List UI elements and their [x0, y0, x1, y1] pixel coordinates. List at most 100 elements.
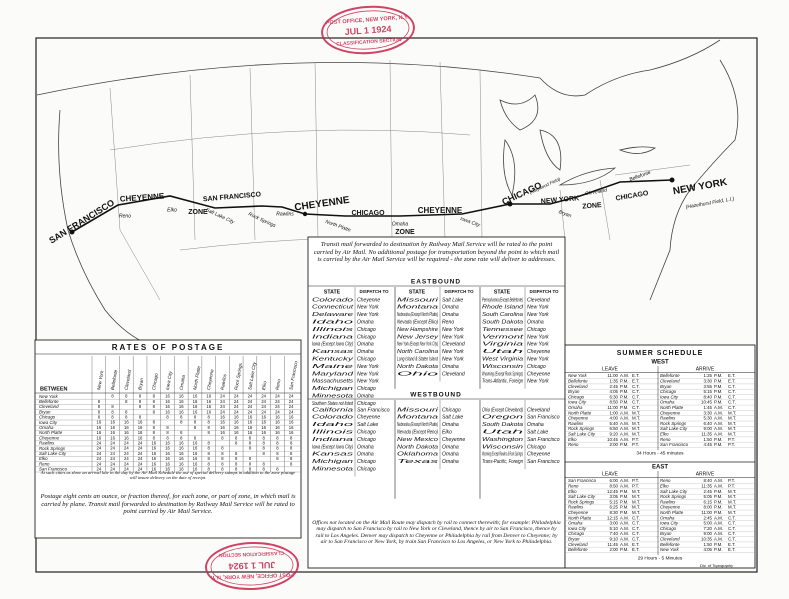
- rate-cell: 24: [97, 446, 102, 451]
- rate-cell: 16: [261, 420, 266, 425]
- rate-cell: 8: [262, 451, 265, 456]
- schedule-cell: Reno: [568, 483, 579, 488]
- state: Nevada (Except Reno): [397, 430, 438, 436]
- rate-cell: 16: [124, 430, 129, 435]
- rate-cell: 24: [220, 394, 225, 399]
- schedule-cell: 3:55: [703, 384, 712, 389]
- state: Wyoming (Except Rock Springs): [482, 371, 523, 377]
- column-city: Reno: [275, 378, 282, 390]
- schedule-cell: P.T.: [632, 483, 639, 488]
- schedule-cell: Elko: [660, 431, 669, 436]
- schedule-cell: P.T.: [728, 478, 735, 483]
- dispatch-to: Salt Lake: [357, 422, 378, 428]
- rate-cell: 8: [208, 420, 211, 425]
- schedule-cell: C.T.: [632, 384, 640, 389]
- schedule-cell: M.T.: [728, 421, 736, 426]
- row-city: Omaha: [39, 425, 54, 430]
- rate-cell: 16: [97, 425, 102, 430]
- dispatch-to: Omaha: [527, 320, 544, 326]
- schedule-cell: 11:00: [701, 510, 712, 515]
- row-city: Salt Lake City: [39, 451, 67, 456]
- state-line: [439, 61, 446, 241]
- between-label: BETWEEN: [40, 386, 68, 392]
- row-city: Chicago: [39, 415, 56, 420]
- rate-cell: 8: [208, 430, 211, 435]
- rate-cell: 8: [290, 456, 293, 461]
- schedule-cell: Elko: [568, 489, 577, 494]
- schedule-cell: Omaha: [660, 515, 675, 520]
- state-line: [189, 74, 196, 241]
- state: Washington: [482, 437, 523, 443]
- state: North Carolina: [397, 349, 438, 355]
- schedule-cell: Rawlins: [660, 499, 676, 504]
- schedule-cell: P.M.: [620, 505, 628, 510]
- rate-cell: 24: [97, 456, 102, 461]
- dispatch-to: Chicago: [357, 386, 376, 392]
- state: Iowa (Except Iowa City): [312, 342, 353, 348]
- schedule-cell: A.M.: [714, 526, 723, 531]
- rate-cell: 24: [234, 399, 239, 404]
- rate-cell: 16: [110, 420, 115, 425]
- schedule-cell: New York: [568, 373, 588, 378]
- schedule-cell: Bryan: [660, 531, 672, 536]
- rate-cell: 16: [124, 435, 129, 440]
- rate-cell: 8: [180, 415, 183, 420]
- rate-cell: 16: [206, 399, 211, 404]
- schedule-cell: M.T.: [728, 410, 736, 415]
- state: Trans-Atlantic, Foreign: [482, 379, 523, 385]
- air-mail-route: [71, 179, 673, 233]
- schedule-cell: E.T.: [632, 373, 640, 378]
- rate-cell: 8: [153, 420, 156, 425]
- schedule-cell: E.T.: [728, 373, 736, 378]
- schedule-cell: 4:00: [609, 416, 618, 421]
- schedule-cell: Rawlins: [568, 421, 584, 426]
- rate-cell: 16: [97, 420, 102, 425]
- row-city: Reno: [39, 461, 50, 466]
- rate-cell: 8: [125, 409, 128, 414]
- stamp-text: POST OFFICE, NEW YORK, N.Y.: [326, 15, 410, 27]
- rate-cell: 8: [98, 399, 101, 404]
- state-line: [599, 179, 611, 241]
- schedule-cell: M.T.: [632, 410, 640, 415]
- rate-cell: 8: [221, 467, 224, 472]
- state-line: [614, 164, 691, 176]
- rate-cell: 24: [220, 409, 225, 414]
- rate-cell: 8: [208, 415, 211, 420]
- schedule-cell: A.M.: [714, 431, 723, 436]
- dispatch-to: New York: [442, 357, 464, 363]
- rate-cell: 8: [153, 425, 156, 430]
- rate-cell: 8: [194, 425, 197, 430]
- map-label: Cleveland: [585, 187, 608, 197]
- schedule-cell: M.T.: [728, 426, 736, 431]
- schedule-cell: P.M.: [714, 505, 722, 510]
- schedule-cell: A.M.: [714, 536, 723, 541]
- schedule-cell: Chicago: [568, 531, 585, 536]
- rate-cell: 8: [221, 456, 224, 461]
- schedule-cell: A.M.: [714, 410, 723, 415]
- rate-cell: 16: [151, 446, 156, 451]
- schedule-cell: P.M.: [620, 442, 628, 447]
- rate-cell: 8: [208, 425, 211, 430]
- schedule-cell: P.M.: [714, 499, 722, 504]
- schedule-cell: P.M.: [620, 510, 628, 515]
- schedule-cell: P.M.: [620, 389, 628, 394]
- schedule-cell: Rock Springs: [660, 421, 687, 426]
- schedule-cell: C.T.: [632, 515, 640, 520]
- rate-cell: 24: [138, 451, 143, 456]
- column-city: Cleveland: [124, 369, 133, 390]
- rate-cell: 8: [221, 435, 224, 440]
- schedule-cell: A.M.: [620, 421, 629, 426]
- state: Indiana: [312, 437, 353, 443]
- state-lines: [109, 59, 691, 301]
- canada-border-east: [539, 39, 721, 97]
- dispatch-to: Cheyenne: [357, 415, 380, 421]
- rate-cell: 16: [110, 435, 115, 440]
- stamp-text: POST OFFICE, NEW YORK, N.Y.: [210, 571, 294, 580]
- column-header: DISPATCH TO: [444, 289, 474, 294]
- dispatch-to: New York: [527, 305, 549, 311]
- schedule-cell: P.M.: [620, 494, 628, 499]
- map-label: Reno: [119, 213, 131, 219]
- rate-cell: 8: [235, 461, 238, 466]
- rate-cell: 24: [124, 456, 129, 461]
- schedule-cell: 3:30: [703, 378, 712, 383]
